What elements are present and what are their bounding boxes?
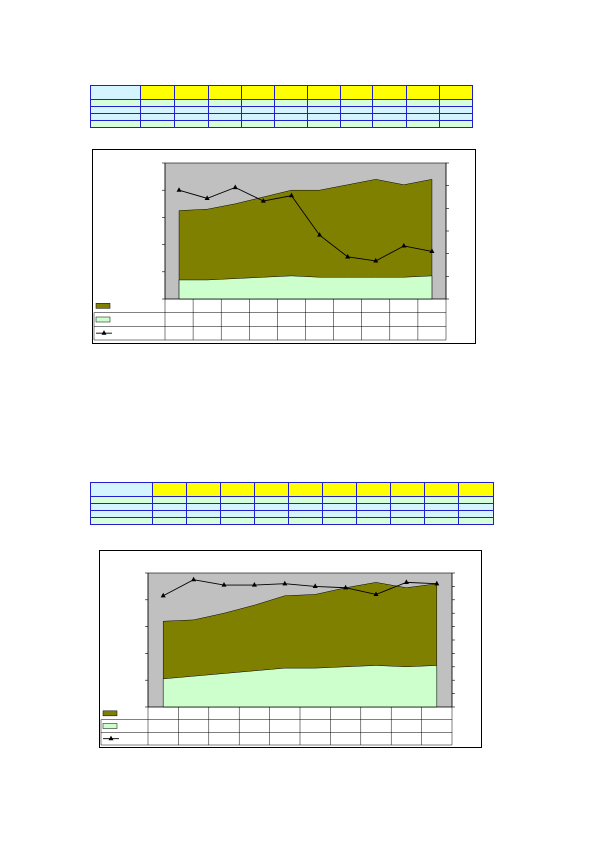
table-row [90, 106, 473, 114]
legend-key-area-1 [95, 303, 111, 309]
data-point-marker [282, 580, 288, 586]
header-cell [458, 482, 494, 497]
data-point-marker [343, 584, 349, 590]
data-point-marker [434, 580, 440, 586]
header-cell [254, 482, 289, 497]
data-point-marker [221, 582, 227, 587]
data-point-marker [373, 591, 379, 597]
data-point-marker [403, 579, 409, 584]
data-point-marker [312, 583, 318, 588]
legend-key-area-2 [102, 723, 118, 729]
data-point-marker [401, 242, 407, 248]
data-point-marker [204, 195, 210, 200]
data-point-marker [160, 592, 166, 598]
header-cell [152, 482, 187, 497]
data-point-marker [232, 184, 238, 190]
line-series-3 [178, 186, 433, 262]
table-row [90, 120, 473, 128]
header-cell [424, 482, 459, 497]
line-series-3 [162, 579, 437, 597]
table-corner-cell [90, 85, 141, 100]
header-cell [406, 85, 440, 100]
data-point-marker [429, 248, 435, 253]
area-series-2 [178, 275, 433, 300]
header-cell [372, 85, 407, 100]
data-point-marker [288, 192, 294, 198]
data-point-marker [373, 257, 379, 263]
header-cell [208, 85, 242, 100]
chart-1-frame [92, 149, 476, 344]
legend-key-marker [101, 330, 107, 335]
header-cell [356, 482, 391, 497]
data-point-marker [317, 232, 323, 237]
data-table-2 [90, 482, 494, 525]
chart-2-frame [99, 550, 482, 748]
area-series-1 [178, 179, 433, 300]
header-cell [439, 85, 473, 100]
header-cell [322, 482, 357, 497]
table-row [90, 99, 473, 107]
table-header-row [90, 85, 473, 100]
table-row [90, 517, 494, 525]
header-cell [274, 85, 308, 100]
header-cell [140, 85, 175, 100]
legend-key-marker [108, 735, 114, 741]
header-cell [174, 85, 209, 100]
data-point-marker [251, 582, 257, 587]
data-point-marker [176, 187, 182, 192]
table-row [90, 496, 494, 504]
data-table-1 [90, 85, 473, 128]
header-cell [288, 482, 323, 497]
chart-2 [100, 572, 455, 746]
table-row [90, 510, 494, 518]
legend-key-area-2 [95, 316, 111, 323]
header-cell [307, 85, 341, 100]
table-row [90, 503, 494, 511]
header-cell [220, 482, 255, 497]
header-cell [340, 85, 373, 100]
chart-1 [93, 162, 449, 341]
area-series-2 [162, 665, 438, 708]
data-point-marker [191, 576, 197, 582]
table-header-row [90, 482, 494, 497]
table-corner-cell [90, 482, 153, 497]
header-cell [390, 482, 425, 497]
data-point-marker [260, 198, 266, 203]
header-cell [186, 482, 221, 497]
data-point-marker [345, 253, 351, 259]
header-cell [241, 85, 275, 100]
table-row [90, 113, 473, 121]
legend-key-area-1 [102, 710, 118, 717]
